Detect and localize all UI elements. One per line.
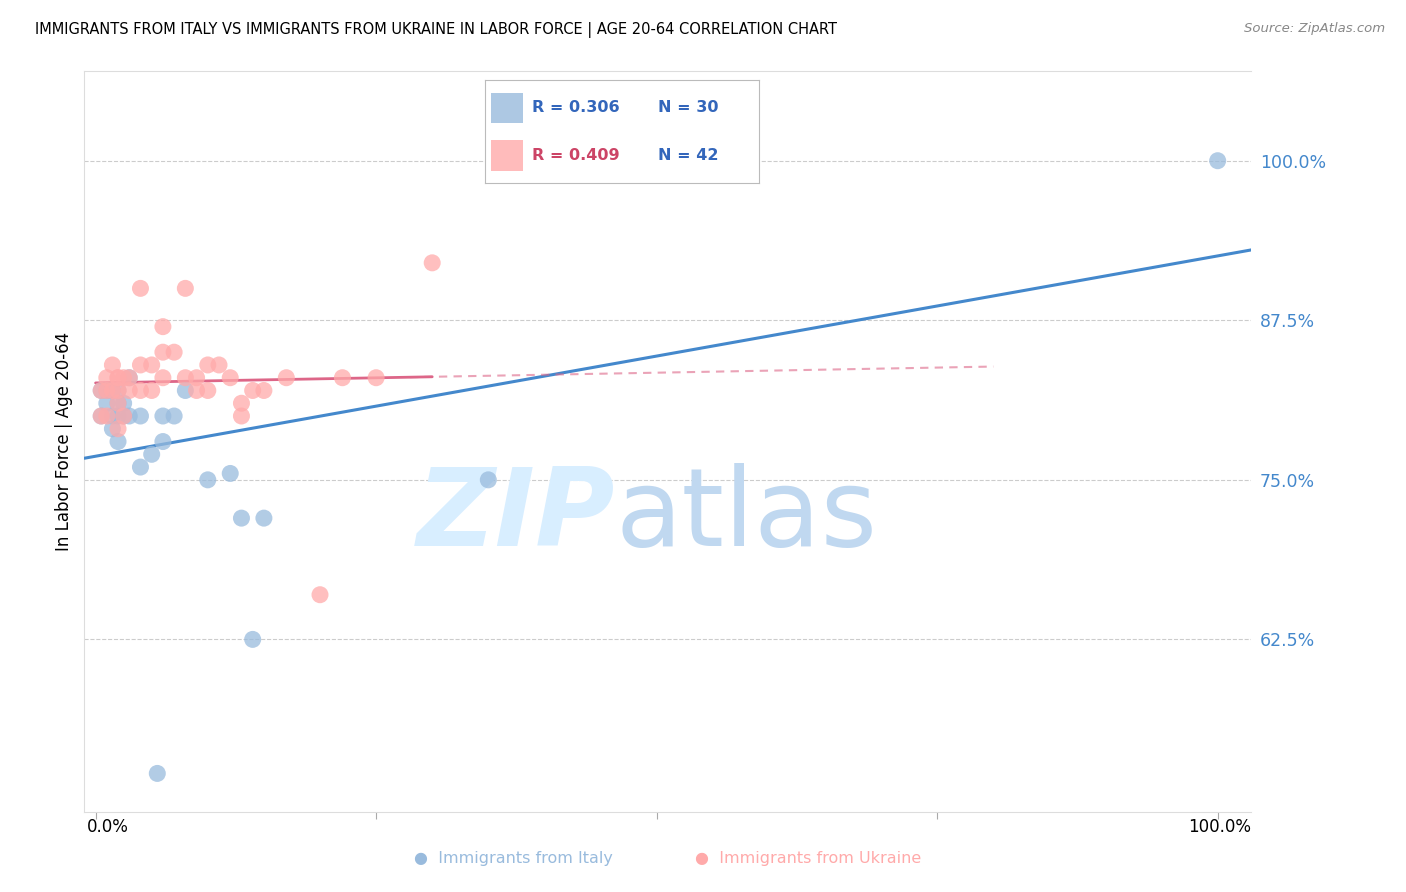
Point [174,281,197,295]
Point [101,422,124,436]
Point [101,384,124,398]
Point [253,511,276,525]
Text: 100.0%: 100.0% [1188,818,1251,836]
Y-axis label: In Labor Force | Age 20-64: In Labor Force | Age 20-64 [55,332,73,551]
Point [152,345,174,359]
Point [197,473,219,487]
Point [96,409,118,423]
Text: 0.0%: 0.0% [87,818,128,836]
Point [112,396,135,410]
Text: IMMIGRANTS FROM ITALY VS IMMIGRANTS FROM UKRAINE IN LABOR FORCE | AGE 20-64 CORR: IMMIGRANTS FROM ITALY VS IMMIGRANTS FROM… [35,22,837,38]
Point [90,409,112,423]
Point [112,409,135,423]
Point [129,281,152,295]
Point [152,434,174,449]
Point [129,409,152,423]
Text: N = 42: N = 42 [658,148,718,162]
Point [152,370,174,384]
Point [118,370,141,384]
Point [107,396,129,410]
Text: ●  Immigrants from Italy: ● Immigrants from Italy [413,851,613,865]
Point [1206,153,1229,168]
Point [231,511,253,525]
Text: Source: ZipAtlas.com: Source: ZipAtlas.com [1244,22,1385,36]
Point [219,370,242,384]
Point [242,384,264,398]
Point [101,409,124,423]
Point [141,358,163,372]
Point [129,384,152,398]
Point [96,384,118,398]
Point [118,370,141,384]
Text: atlas: atlas [616,463,877,568]
Point [90,384,112,398]
Point [107,396,129,410]
Point [118,384,141,398]
Point [309,588,332,602]
Point [107,370,129,384]
Point [253,384,276,398]
Bar [491,93,523,123]
Point [141,447,163,461]
Point [112,370,135,384]
Point [197,358,219,372]
Text: N = 30: N = 30 [658,101,718,115]
Bar [491,140,523,170]
Point [107,422,129,436]
Point [231,409,253,423]
Point [163,345,186,359]
Text: R = 0.409: R = 0.409 [531,148,619,162]
Point [118,409,141,423]
Point [152,319,174,334]
Point [276,370,298,384]
Text: R = 0.306: R = 0.306 [531,101,619,115]
Point [101,358,124,372]
Point [208,358,231,372]
Point [101,384,124,398]
Point [90,409,112,423]
Point [420,256,443,270]
Point [477,473,499,487]
Text: ●  Immigrants from Ukraine: ● Immigrants from Ukraine [696,851,921,865]
Point [129,460,152,475]
Point [174,370,197,384]
Point [186,370,208,384]
Point [90,384,112,398]
Text: ZIP: ZIP [418,463,616,568]
Point [107,384,129,398]
Point [96,370,118,384]
Point [332,370,354,384]
Point [163,409,186,423]
Point [197,384,219,398]
Point [107,409,129,423]
Point [366,370,388,384]
Point [112,409,135,423]
Point [186,384,208,398]
Point [152,409,174,423]
Point [107,384,129,398]
Point [96,384,118,398]
Point [174,384,197,398]
Point [141,384,163,398]
Point [242,632,264,647]
Point [107,370,129,384]
Point [129,358,152,372]
Point [231,396,253,410]
Point [219,467,242,481]
Point [96,396,118,410]
Point [146,766,169,780]
Point [107,434,129,449]
